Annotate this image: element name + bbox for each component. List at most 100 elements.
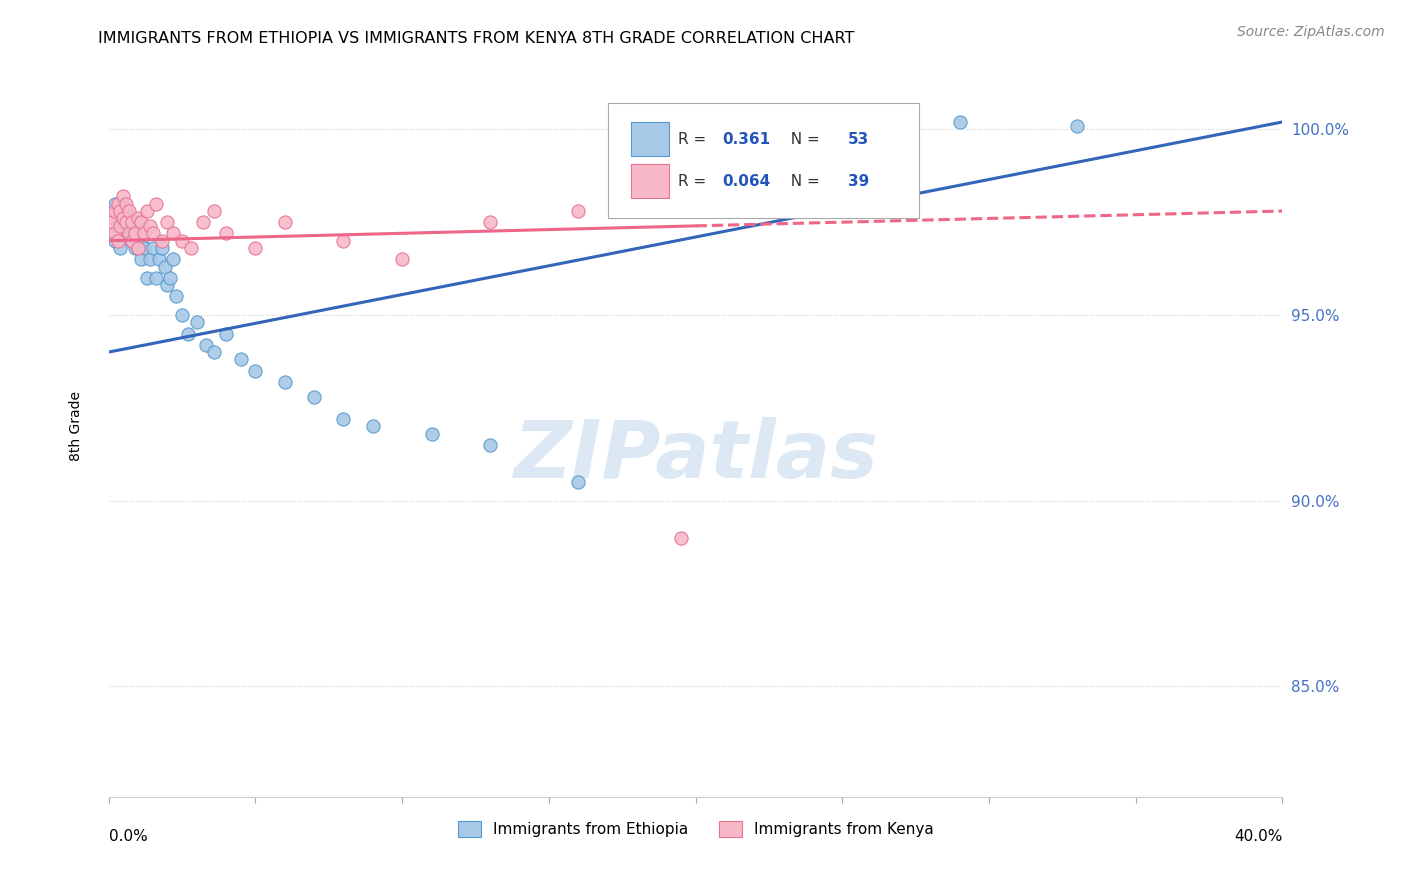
- Point: [145, 196, 167, 211]
- Point: [110, 219, 132, 233]
- Point: [104, 204, 127, 219]
- Point: [142, 241, 165, 255]
- Point: [132, 227, 155, 241]
- FancyBboxPatch shape: [607, 103, 918, 219]
- Point: [202, 204, 225, 219]
- Point: [127, 215, 149, 229]
- Point: [129, 234, 152, 248]
- Point: [172, 308, 194, 322]
- Point: [112, 189, 135, 203]
- Point: [112, 211, 135, 226]
- Point: [567, 204, 589, 219]
- Text: ZIPatlas: ZIPatlas: [513, 417, 879, 495]
- Point: [159, 270, 181, 285]
- Point: [135, 204, 157, 219]
- Point: [194, 337, 217, 351]
- Point: [215, 326, 238, 341]
- Point: [127, 211, 149, 226]
- Text: N =: N =: [782, 131, 825, 146]
- Legend: Immigrants from Ethiopia, Immigrants from Kenya: Immigrants from Ethiopia, Immigrants fro…: [451, 815, 939, 843]
- Point: [139, 219, 162, 233]
- Point: [107, 196, 129, 211]
- Text: 0.361: 0.361: [723, 131, 770, 146]
- Point: [162, 227, 184, 241]
- Point: [129, 252, 152, 267]
- Point: [107, 227, 129, 241]
- Point: [229, 352, 252, 367]
- Point: [129, 215, 152, 229]
- Text: 0.0%: 0.0%: [108, 829, 148, 844]
- Point: [145, 270, 167, 285]
- Point: [139, 252, 162, 267]
- Point: [104, 227, 127, 241]
- Point: [107, 234, 129, 248]
- Point: [186, 315, 208, 329]
- Point: [104, 234, 127, 248]
- Point: [115, 204, 138, 219]
- Point: [332, 234, 354, 248]
- Text: 0.064: 0.064: [723, 174, 770, 189]
- Text: N =: N =: [782, 174, 825, 189]
- Point: [949, 115, 972, 129]
- FancyBboxPatch shape: [631, 164, 669, 198]
- Point: [121, 215, 143, 229]
- Point: [124, 227, 146, 241]
- Point: [361, 419, 384, 434]
- Point: [245, 364, 267, 378]
- Point: [115, 215, 138, 229]
- Point: [121, 215, 143, 229]
- Point: [148, 252, 170, 267]
- Text: 40.0%: 40.0%: [1234, 829, 1282, 844]
- Point: [274, 375, 297, 389]
- Text: IMMIGRANTS FROM ETHIOPIA VS IMMIGRANTS FROM KENYA 8TH GRADE CORRELATION CHART: IMMIGRANTS FROM ETHIOPIA VS IMMIGRANTS F…: [98, 31, 855, 46]
- Point: [156, 215, 179, 229]
- Point: [115, 219, 138, 233]
- Point: [135, 270, 157, 285]
- Point: [110, 241, 132, 255]
- Point: [118, 227, 141, 241]
- Point: [302, 390, 325, 404]
- Point: [112, 196, 135, 211]
- Point: [156, 278, 179, 293]
- Text: Source: ZipAtlas.com: Source: ZipAtlas.com: [1237, 25, 1385, 39]
- Point: [391, 252, 413, 267]
- Point: [332, 412, 354, 426]
- Point: [162, 252, 184, 267]
- Text: R =: R =: [678, 174, 711, 189]
- Point: [118, 204, 141, 219]
- Point: [121, 234, 143, 248]
- Text: 39: 39: [848, 174, 869, 189]
- Point: [118, 211, 141, 226]
- Point: [112, 215, 135, 229]
- Point: [191, 215, 214, 229]
- Point: [420, 426, 443, 441]
- Point: [142, 227, 165, 241]
- Point: [127, 241, 149, 255]
- Point: [150, 241, 173, 255]
- Point: [177, 326, 200, 341]
- Point: [202, 345, 225, 359]
- Point: [107, 204, 129, 219]
- Point: [180, 241, 202, 255]
- Point: [172, 234, 194, 248]
- Point: [245, 241, 267, 255]
- Point: [110, 204, 132, 219]
- Point: [479, 438, 502, 452]
- Point: [127, 241, 149, 255]
- FancyBboxPatch shape: [631, 122, 669, 156]
- Point: [124, 241, 146, 255]
- Point: [567, 475, 589, 489]
- Point: [121, 234, 143, 248]
- Point: [274, 215, 297, 229]
- Point: [215, 227, 238, 241]
- Point: [132, 227, 155, 241]
- Point: [104, 196, 127, 211]
- Point: [479, 215, 502, 229]
- Point: [150, 234, 173, 248]
- Point: [165, 289, 187, 303]
- Point: [112, 227, 135, 241]
- Text: 53: 53: [848, 131, 869, 146]
- Point: [110, 215, 132, 229]
- Point: [801, 122, 824, 136]
- Point: [124, 227, 146, 241]
